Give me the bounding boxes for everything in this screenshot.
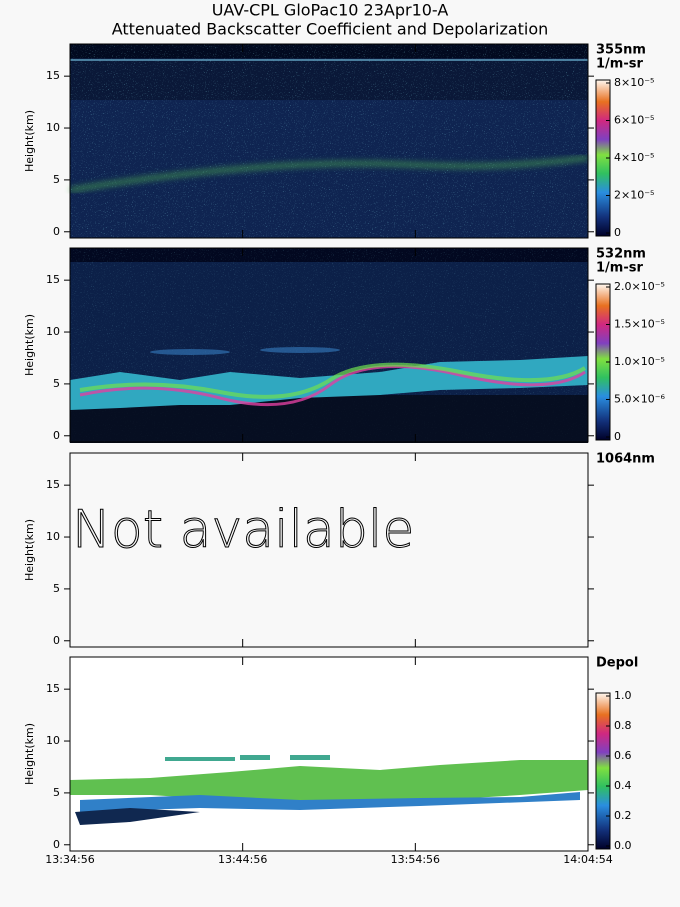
colorbar	[595, 692, 611, 850]
colorbar-tick-label: 6×10⁻⁵	[614, 114, 654, 127]
colorbar-tick-label: 0.0	[614, 839, 632, 852]
colorbar-tick-label: 8×10⁻⁵	[614, 76, 654, 89]
colorbar-tick-label: 0	[614, 430, 621, 443]
colorbar-tick-label: 1.5×10⁻⁵	[614, 318, 665, 331]
colorbar-tick-label: 1.0	[614, 689, 632, 702]
colorbar-tick-label: 2.0×10⁻⁵	[614, 280, 665, 293]
x-tick-label: 13:54:56	[391, 853, 440, 866]
units-label: 1/m-sr	[596, 57, 643, 72]
y-tick-label: 5	[53, 582, 60, 595]
plot-frame	[69, 452, 589, 648]
y-tick-label: 5	[53, 173, 60, 186]
channel-label: 355nm	[596, 43, 646, 58]
y-axis-label: Height(km)	[23, 519, 36, 581]
plot-frame	[69, 43, 589, 239]
y-axis-label: Height(km)	[23, 723, 36, 785]
x-tick-label: 13:34:56	[45, 853, 94, 866]
image-depol	[70, 657, 588, 851]
colorbar-tick-label: 0.4	[614, 779, 632, 792]
colorbar-tick-label: 0.6	[614, 749, 632, 762]
channel-label: Depol	[596, 656, 638, 671]
y-tick-label: 5	[53, 377, 60, 390]
y-tick-label: 0	[53, 225, 60, 238]
y-tick-label: 15	[46, 682, 60, 695]
x-tick-label: 14:04:54	[563, 853, 612, 866]
colorbar-tick-label: 0.8	[614, 719, 632, 732]
y-tick-label: 10	[46, 734, 60, 747]
colorbar-tick-label: 2×10⁻⁵	[614, 189, 654, 202]
y-axis-label: Height(km)	[23, 110, 36, 172]
y-tick-label: 10	[46, 530, 60, 543]
plot-frame	[69, 247, 589, 443]
subtitle: Attenuated Backscatter Coefficient and D…	[112, 20, 549, 39]
y-tick-label: 15	[46, 478, 60, 491]
y-tick-label: 15	[46, 273, 60, 286]
y-tick-label: 15	[46, 69, 60, 82]
plot-frame	[69, 656, 589, 852]
colorbar-tick-label: 0	[614, 226, 621, 239]
y-tick-label: 5	[53, 786, 60, 799]
channel-label: 532nm	[596, 247, 646, 262]
y-tick-label: 0	[53, 429, 60, 442]
y-tick-label: 0	[53, 634, 60, 647]
colorbar-tick-label: 1.0×10⁻⁵	[614, 355, 665, 368]
y-tick-label: 0	[53, 838, 60, 851]
image-532	[70, 248, 588, 443]
image-355	[69, 44, 589, 238]
channel-label: 1064nm	[596, 452, 655, 467]
y-tick-label: 10	[46, 121, 60, 134]
colorbar-tick-label: 5.0×10⁻⁶	[614, 393, 666, 406]
not-available: Not available	[72, 500, 414, 560]
colorbar-tick-label: 4×10⁻⁵	[614, 151, 654, 164]
colorbar-tick-label: 0.2	[614, 809, 632, 822]
x-tick-label: 13:44:56	[218, 853, 267, 866]
y-axis-label: Height(km)	[23, 314, 36, 376]
units-label: 1/m-sr	[596, 261, 643, 276]
title: UAV-CPL GloPac10 23Apr10-A	[212, 1, 449, 20]
y-tick-label: 10	[46, 325, 60, 338]
